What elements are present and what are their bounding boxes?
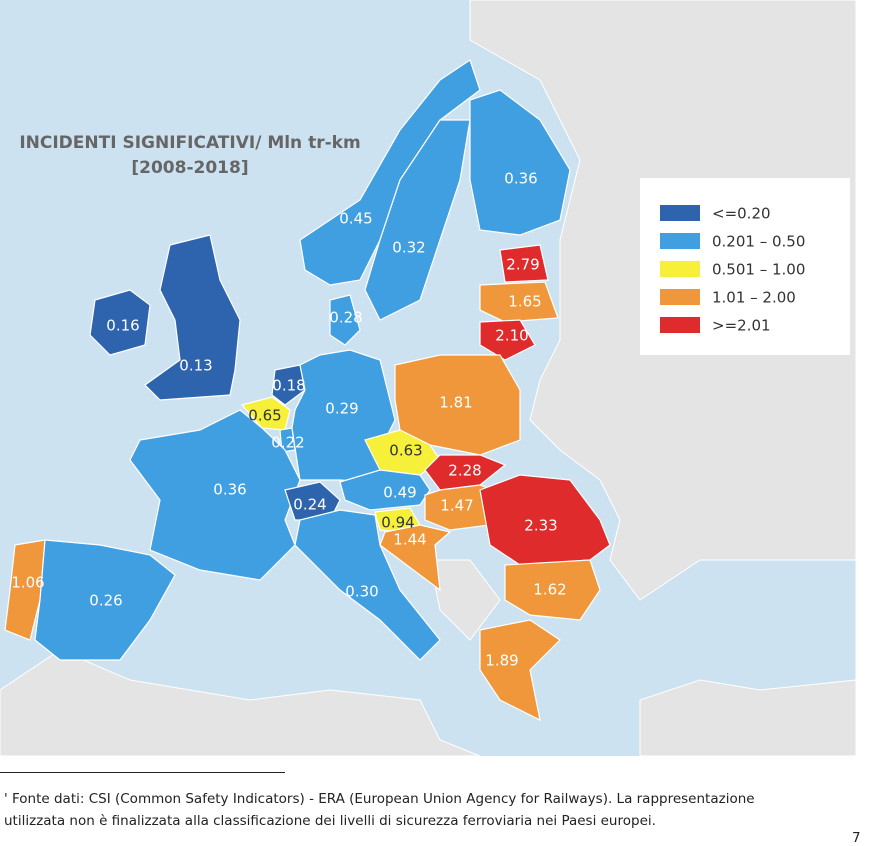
region-label: 0.30: [345, 583, 378, 601]
footnote-rule: [0, 772, 285, 773]
region-label: 1.06: [11, 574, 44, 592]
region-label: 0.24: [293, 496, 326, 514]
region-label: 0.49: [383, 484, 416, 502]
region-label: 0.36: [504, 170, 537, 188]
region-label: 1.44: [393, 531, 426, 549]
footnote-line: ' Fonte dati: CSI (Common Safety Indicat…: [4, 791, 755, 807]
region-label: 1.65: [508, 293, 541, 311]
legend-label: 1.01 – 2.00: [712, 289, 796, 307]
region-label: 0.65: [248, 407, 281, 425]
region-label: 2.10: [495, 327, 528, 345]
land: [0, 649, 481, 756]
region-label: 0.22: [271, 434, 304, 452]
region-label: 2.28: [448, 462, 481, 480]
region-label: 0.94: [381, 514, 414, 532]
region: [499, 244, 549, 283]
region-label: 0.36: [213, 481, 246, 499]
region: [144, 234, 241, 401]
region: [129, 409, 301, 581]
region: [379, 524, 452, 592]
region: [89, 289, 151, 356]
region-label: 1.47: [440, 497, 473, 515]
legend: <=0.20 0.201 – 0.50 0.501 – 1.00 1.01 – 2.0…: [640, 178, 850, 355]
region: [34, 539, 176, 661]
region: [479, 281, 559, 323]
region-label: 0.13: [179, 357, 212, 375]
legend-swatch: [660, 261, 700, 277]
land: [429, 559, 501, 641]
legend-label: 0.201 – 0.50: [712, 233, 805, 251]
region: [294, 509, 441, 661]
region-label: 0.29: [325, 400, 358, 418]
map-subtitle: [2008-2018]: [131, 158, 248, 178]
region: [240, 396, 291, 431]
region: [394, 354, 521, 456]
region: [284, 481, 341, 521]
region: [504, 559, 601, 621]
region-label: 0.18: [272, 377, 305, 395]
region-label: 1.62: [533, 581, 566, 599]
region-label: 0.63: [389, 442, 422, 460]
region: [329, 294, 361, 346]
legend-swatch: [660, 205, 700, 221]
region: [479, 619, 561, 722]
region-label: 2.79: [506, 256, 539, 274]
region-label: 1.81: [439, 394, 472, 412]
footnote-line: utilizzata non è finalizzata alla classi…: [4, 813, 656, 829]
region: [479, 474, 611, 566]
region-label: 0.16: [106, 317, 139, 335]
region-label: 1.89: [485, 652, 518, 670]
region-label: 0.26: [89, 592, 122, 610]
page-number: 7: [852, 830, 861, 846]
legend-label: 0.501 – 1.00: [712, 261, 805, 279]
legend-label: >=2.01: [712, 317, 771, 335]
region-label: 0.28: [329, 309, 362, 327]
legend-swatch: [660, 317, 700, 333]
legend-swatch: [660, 233, 700, 249]
region: [479, 319, 536, 361]
region-label: 0.45: [339, 210, 372, 228]
region: [469, 89, 571, 236]
legend-label: <=0.20: [712, 205, 771, 223]
region: [271, 364, 306, 406]
map: 0.16 0.13 0.18 0.65 0.22 0.36 0.29 0.28 …: [0, 0, 856, 756]
region: [364, 119, 471, 321]
region-label: 0.32: [392, 239, 425, 257]
map-title: INCIDENTI SIGNIFICATIVI/ Mln tr-km: [19, 133, 360, 153]
legend-swatch: [660, 289, 700, 305]
region-label: 2.33: [524, 517, 557, 535]
